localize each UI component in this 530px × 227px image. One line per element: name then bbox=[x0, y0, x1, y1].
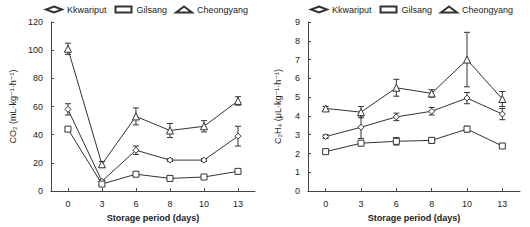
svg-text:10: 10 bbox=[462, 199, 472, 209]
svg-text:CO₂ (mL·kg⁻¹·h⁻¹): CO₂ (mL·kg⁻¹·h⁻¹) bbox=[8, 70, 18, 144]
svg-text:6: 6 bbox=[133, 199, 138, 209]
svg-text:0: 0 bbox=[65, 199, 70, 209]
svg-text:Cheongyang: Cheongyang bbox=[197, 5, 248, 15]
svg-text:0: 0 bbox=[38, 186, 43, 196]
svg-text:20: 20 bbox=[33, 158, 43, 168]
svg-text:9: 9 bbox=[295, 17, 300, 27]
svg-text:100: 100 bbox=[28, 45, 43, 55]
svg-text:8: 8 bbox=[295, 36, 300, 46]
svg-text:1: 1 bbox=[295, 167, 300, 177]
svg-text:2: 2 bbox=[295, 149, 300, 159]
svg-text:7: 7 bbox=[295, 55, 300, 65]
svg-text:0: 0 bbox=[295, 186, 300, 196]
svg-text:13: 13 bbox=[233, 199, 243, 209]
svg-text:120: 120 bbox=[28, 17, 43, 27]
svg-text:10: 10 bbox=[199, 199, 209, 209]
svg-text:8: 8 bbox=[167, 199, 172, 209]
svg-text:Gilsang: Gilsang bbox=[402, 5, 433, 15]
svg-text:Kkwariput: Kkwariput bbox=[332, 5, 372, 15]
svg-text:4: 4 bbox=[295, 111, 300, 121]
svg-text:13: 13 bbox=[497, 199, 507, 209]
svg-text:60: 60 bbox=[33, 102, 43, 112]
svg-text:Storage period (days): Storage period (days) bbox=[107, 213, 200, 223]
svg-text:5: 5 bbox=[295, 92, 300, 102]
svg-text:80: 80 bbox=[33, 73, 43, 83]
svg-text:Kkwariput: Kkwariput bbox=[67, 5, 107, 15]
svg-text:3: 3 bbox=[358, 199, 363, 209]
svg-text:0: 0 bbox=[323, 199, 328, 209]
svg-text:Storage period (days): Storage period (days) bbox=[368, 213, 461, 223]
svg-text:C₂H₄ (μL·kg⁻¹·h⁻¹): C₂H₄ (μL·kg⁻¹·h⁻¹) bbox=[273, 69, 283, 144]
svg-text:Gilsang: Gilsang bbox=[137, 5, 168, 15]
svg-text:3: 3 bbox=[295, 130, 300, 140]
svg-text:40: 40 bbox=[33, 130, 43, 140]
svg-text:Cheongyang: Cheongyang bbox=[462, 5, 513, 15]
svg-text:8: 8 bbox=[429, 199, 434, 209]
svg-text:3: 3 bbox=[99, 199, 104, 209]
svg-text:6: 6 bbox=[295, 73, 300, 83]
svg-text:6: 6 bbox=[394, 199, 399, 209]
